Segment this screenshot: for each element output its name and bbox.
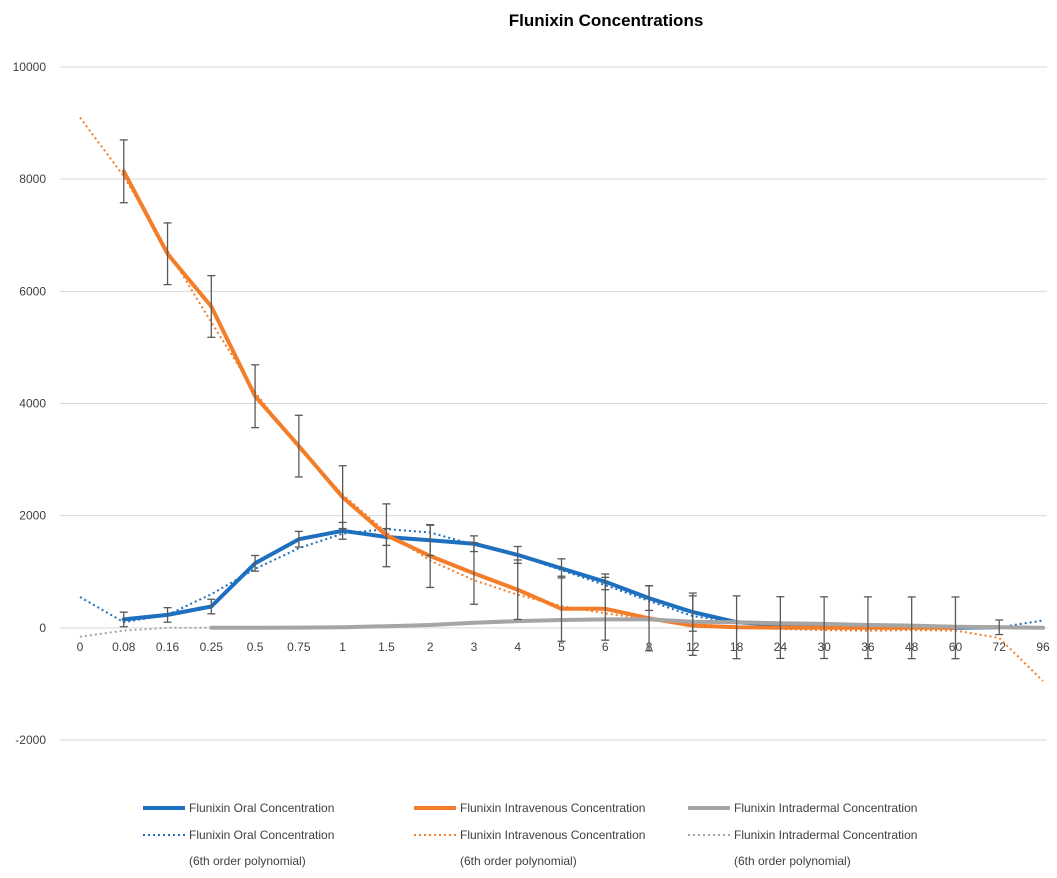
legend-label: Flunixin Intravenous Concentration (460, 828, 645, 842)
x-tick-label: 1.5 (378, 640, 395, 654)
x-tick-label: 96 (1036, 640, 1050, 654)
data-series-line (121, 169, 958, 630)
y-tick-label: -2000 (15, 733, 46, 747)
legend-label: Flunixin Intradermal Concentration (734, 828, 917, 842)
error-bar (251, 554, 260, 572)
legend-label: Flunixin Oral Concentration (189, 801, 334, 815)
y-axis-tick-labels: -2000 0 2000 4000 6000 8000 10000 (13, 60, 47, 747)
legend: Flunixin Oral Concentration Flunixin Intr… (143, 801, 917, 868)
error-bar (820, 596, 829, 660)
error-bar (294, 414, 303, 478)
error-bar (294, 530, 303, 548)
error-bar (513, 559, 522, 621)
trendline-series (79, 626, 212, 638)
legend-label: Flunixin Oral Concentration (189, 828, 334, 842)
y-tick-label: 6000 (19, 284, 46, 298)
legend-sublabel: (6th order polynomial) (189, 854, 306, 868)
error-bar (645, 585, 654, 652)
legend-label: Flunixin Intravenous Concentration (460, 801, 645, 815)
y-tick-label: 0 (39, 621, 46, 635)
data-series-line (209, 617, 1045, 630)
x-tick-label: 0.5 (247, 640, 264, 654)
legend-entry: Flunixin Oral Concentration (6th order po… (143, 828, 334, 868)
y-tick-label: 8000 (19, 172, 46, 186)
x-tick-label: 4 (514, 640, 521, 654)
error-bar (163, 222, 172, 286)
error-bar (469, 541, 478, 605)
x-tick-label: 0.25 (200, 640, 224, 654)
error-bar (163, 606, 172, 623)
error-bar (207, 274, 216, 338)
legend-entry: Flunixin Intravenous Concentration (414, 801, 645, 815)
error-bar (776, 596, 785, 660)
x-tick-label: 3 (471, 640, 478, 654)
error-bar-layer (119, 139, 1004, 660)
error-bar (907, 596, 916, 660)
error-bar (688, 595, 697, 656)
error-bar (732, 595, 741, 660)
error-bar (995, 619, 1004, 636)
legend-entry: Flunixin Oral Concentration (143, 801, 334, 815)
y-tick-label: 4000 (19, 397, 46, 411)
error-bar (382, 503, 391, 568)
legend-sublabel: (6th order polynomial) (734, 854, 851, 868)
x-tick-label: 0.08 (112, 640, 136, 654)
y-tick-label: 10000 (13, 60, 47, 74)
x-axis-tick-labels: 00.080.160.250.50.7511.52345681218243036… (77, 640, 1050, 654)
error-bar (207, 598, 216, 615)
legend-sublabel: (6th order polynomial) (460, 854, 577, 868)
error-bar (557, 575, 566, 642)
x-tick-label: 0.16 (156, 640, 180, 654)
error-bar (951, 596, 960, 660)
error-bar (426, 523, 435, 589)
x-tick-label: 1 (339, 640, 346, 654)
error-bar (601, 576, 610, 641)
error-bar (119, 611, 128, 628)
legend-entry: Flunixin Intradermal Concentration (688, 801, 917, 815)
x-tick-label: 2 (427, 640, 434, 654)
x-tick-label: 0 (77, 640, 84, 654)
error-bar (338, 465, 347, 530)
legend-entry: Flunixin Intravenous Concentration (6th o… (414, 828, 645, 868)
chart-title: Flunixin Concentrations (509, 11, 704, 30)
error-bar (251, 364, 260, 429)
legend-label: Flunixin Intradermal Concentration (734, 801, 917, 815)
x-tick-label: 0.75 (287, 640, 311, 654)
x-tick-label: 72 (993, 640, 1007, 654)
y-tick-label: 2000 (19, 509, 46, 523)
error-bar (863, 596, 872, 660)
x-tick-label: 6 (602, 640, 609, 654)
x-tick-label: 5 (558, 640, 565, 654)
legend-entry: Flunixin Intradermal Concentration (6th o… (688, 828, 917, 868)
error-bar (119, 139, 128, 204)
